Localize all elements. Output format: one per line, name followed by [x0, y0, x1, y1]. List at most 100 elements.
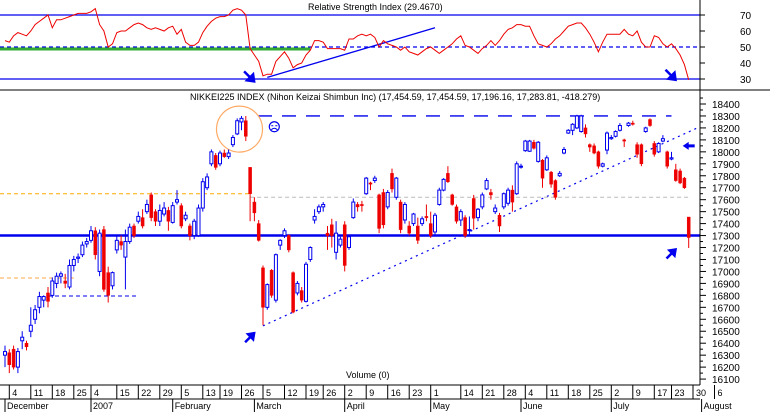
candle — [20, 331, 25, 350]
candle — [536, 141, 541, 163]
uptrend-line — [262, 127, 698, 327]
candle-body — [385, 192, 390, 208]
candle — [501, 192, 506, 210]
month-label: August — [704, 401, 733, 411]
candle — [166, 206, 171, 231]
candle — [58, 271, 63, 284]
sad-face-icon — [268, 121, 280, 133]
candle — [84, 237, 89, 248]
candle-body — [360, 204, 364, 206]
candle-body — [433, 214, 437, 233]
x-tick-label: 23 — [412, 388, 422, 398]
candle-body — [132, 225, 136, 236]
candle-body — [377, 194, 381, 229]
candle — [54, 272, 59, 289]
candle — [566, 129, 571, 134]
candle — [364, 176, 369, 195]
candle-body — [269, 269, 274, 296]
candle-body — [372, 177, 377, 182]
candle-body — [562, 148, 566, 154]
candle — [273, 253, 278, 303]
candle — [411, 212, 416, 226]
candle-body — [583, 127, 588, 135]
candle — [467, 216, 472, 236]
candle — [433, 212, 437, 235]
candle-body — [613, 131, 618, 137]
candle — [407, 221, 411, 236]
candle — [441, 178, 446, 192]
candle — [446, 166, 450, 183]
month-label: June — [523, 401, 543, 411]
candle — [605, 131, 609, 155]
candle — [420, 216, 425, 226]
candle-body — [28, 324, 33, 332]
candle — [360, 200, 364, 212]
candle-body — [446, 173, 450, 182]
arrow-left-icon — [682, 141, 695, 150]
candle — [192, 218, 197, 240]
candle — [342, 221, 347, 272]
candle — [282, 228, 287, 238]
candle-body — [97, 232, 102, 272]
candle — [574, 114, 579, 130]
candle-body — [484, 180, 489, 190]
candle — [287, 234, 291, 253]
candle — [609, 135, 614, 140]
candle — [523, 139, 528, 152]
price-y-tick-label: 17800 — [712, 172, 740, 183]
price-y-tick-label: 17300 — [712, 232, 740, 243]
candle-body — [416, 225, 420, 241]
candle — [149, 192, 153, 222]
x-tick-label: 18 — [571, 388, 581, 398]
candle-body — [11, 348, 16, 368]
candle — [450, 193, 454, 206]
sad-face-outline — [268, 121, 280, 133]
candle-body — [54, 275, 59, 284]
candle-body — [355, 204, 360, 208]
candle-body — [402, 203, 407, 221]
candle — [394, 176, 399, 200]
candle-body — [566, 129, 571, 134]
candle-body — [140, 217, 145, 227]
candle-body — [390, 173, 394, 190]
candle — [63, 273, 67, 289]
arrow-up-right-icon — [665, 247, 678, 260]
candle — [102, 225, 106, 292]
arrow-up-right-icon — [244, 331, 256, 344]
candle — [230, 135, 235, 148]
candle-body — [544, 157, 549, 171]
sad-face-features — [270, 125, 278, 131]
candle-body — [588, 144, 592, 148]
candle — [506, 187, 511, 206]
candle — [67, 259, 72, 290]
candle-body — [605, 132, 609, 151]
candle — [617, 123, 622, 132]
month-label: 2007 — [93, 401, 113, 411]
candle — [213, 153, 218, 170]
candle — [428, 211, 433, 238]
candle — [28, 307, 33, 338]
candle — [648, 118, 652, 127]
candle — [295, 281, 300, 296]
candle-body — [114, 239, 119, 251]
candle — [489, 188, 493, 200]
rsi-y-tick-label: 40 — [740, 59, 752, 70]
candle — [514, 161, 519, 195]
candle — [119, 235, 123, 250]
candle — [368, 181, 373, 191]
candle-body — [50, 280, 55, 296]
candle-body — [497, 214, 502, 227]
price-y-tick-label: 17700 — [712, 184, 740, 195]
candle — [183, 211, 188, 222]
candle-body — [209, 151, 214, 165]
candle — [463, 215, 467, 238]
candle-body — [536, 141, 541, 162]
rsi-y-tick-label: 70 — [740, 11, 752, 22]
candle — [682, 176, 687, 189]
candle-body — [149, 194, 153, 218]
candle — [540, 159, 545, 188]
x-tick-label: 11 — [550, 388, 559, 398]
candle — [256, 220, 261, 242]
candle-body — [514, 163, 519, 195]
